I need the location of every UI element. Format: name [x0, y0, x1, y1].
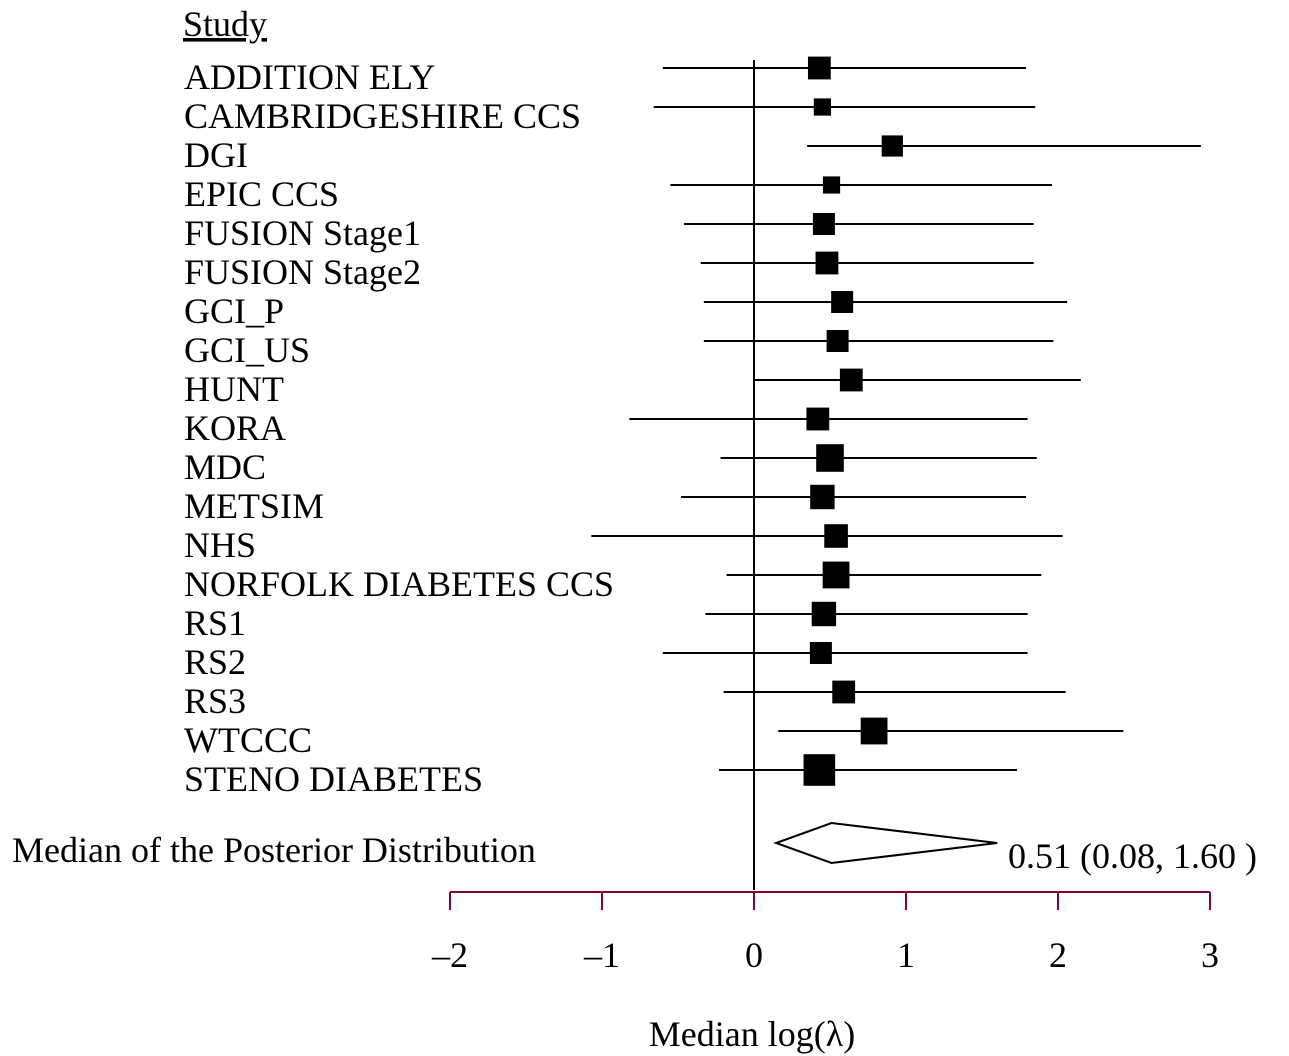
- study-label: STENO DIABETES: [184, 759, 483, 799]
- study-label: MDC: [184, 447, 266, 487]
- point-estimate: [811, 601, 837, 627]
- study-label: HUNT: [184, 369, 284, 409]
- point-estimate: [816, 444, 844, 472]
- x-tick-label: 0: [745, 935, 763, 975]
- study-label: FUSION Stage1: [184, 213, 421, 253]
- study-label: RS2: [184, 642, 246, 682]
- x-tick-label: 3: [1201, 935, 1219, 975]
- study-label: METSIM: [184, 486, 324, 526]
- x-tick-label: –1: [583, 935, 620, 975]
- study-label: NHS: [184, 525, 256, 565]
- study-label: DGI: [184, 135, 248, 175]
- study-label: EPIC CCS: [184, 174, 339, 214]
- point-estimate: [860, 717, 888, 745]
- study-label: RS1: [184, 603, 246, 643]
- study-label: KORA: [184, 408, 286, 448]
- study-label: GCI_P: [184, 291, 284, 331]
- x-tick-label: 1: [897, 935, 915, 975]
- point-estimates: [803, 56, 903, 786]
- study-column-header: Study: [183, 4, 267, 44]
- x-tick-label: 2: [1049, 935, 1067, 975]
- study-label: GCI_US: [184, 330, 310, 370]
- point-estimate: [806, 407, 830, 431]
- study-label: FUSION Stage2: [184, 252, 421, 292]
- point-estimate: [807, 56, 831, 80]
- study-label: NORFOLK DIABETES CCS: [184, 564, 614, 604]
- summary-diamond: [773, 821, 998, 865]
- study-label: ADDITION ELY: [184, 57, 435, 97]
- point-estimate: [822, 561, 850, 589]
- point-estimate: [812, 213, 835, 235]
- point-estimate: [810, 484, 835, 510]
- point-estimate: [809, 642, 832, 664]
- summary-label: Median of the Posterior Distribution: [12, 830, 536, 870]
- study-label: WTCCC: [184, 720, 312, 760]
- point-estimate: [822, 176, 841, 194]
- point-estimate: [831, 291, 854, 313]
- study-label: RS3: [184, 681, 246, 721]
- point-estimate: [813, 98, 831, 116]
- point-estimate: [815, 251, 839, 275]
- point-estimate: [839, 368, 863, 392]
- point-estimate: [881, 135, 903, 157]
- study-label: CAMBRIDGESHIRE CCS: [184, 96, 581, 136]
- confidence-intervals: [591, 67, 1201, 771]
- point-estimate: [832, 680, 856, 704]
- point-estimate: [803, 754, 836, 786]
- point-estimate: [824, 524, 848, 548]
- x-axis-label: Median log(λ): [649, 1014, 855, 1054]
- x-axis: –2 –1 0 1 2 3: [431, 891, 1219, 975]
- x-tick-label: –2: [431, 935, 468, 975]
- summary-estimate-text: 0.51 (0.08, 1.60 ): [1008, 836, 1257, 876]
- point-estimate: [826, 330, 849, 352]
